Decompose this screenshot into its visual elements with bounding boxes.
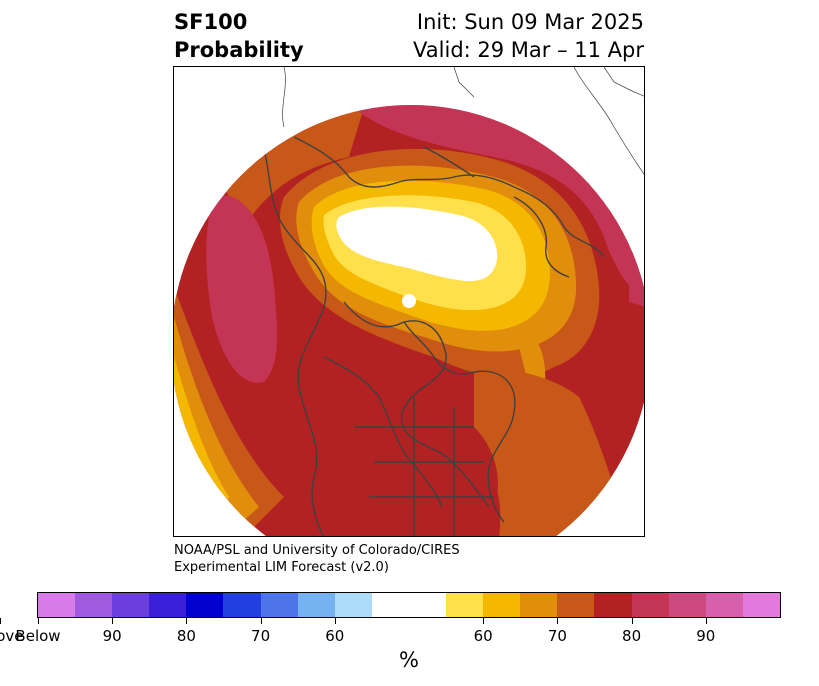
colorbar-tick-label: Above bbox=[0, 627, 24, 645]
init-date: Init: Sun 09 Mar 2025 bbox=[416, 10, 644, 34]
title-block-left: SF100 Probability bbox=[174, 8, 304, 64]
colorbar-segment bbox=[297, 593, 335, 617]
colorbar-segment bbox=[371, 593, 447, 617]
colorbar-tick bbox=[186, 618, 188, 624]
colorbar-segment bbox=[520, 593, 558, 617]
coastlines bbox=[253, 105, 640, 536]
colorbar-tick bbox=[631, 618, 633, 624]
colorbar-segment bbox=[483, 593, 521, 617]
colorbar-segment bbox=[631, 593, 669, 617]
colorbar-unit: % bbox=[399, 648, 419, 672]
colorbar-tick-label: 70 bbox=[251, 627, 271, 645]
colorbar-tick-label: 60 bbox=[473, 627, 493, 645]
field-center-below50 bbox=[336, 206, 498, 282]
colorbar-tick bbox=[483, 618, 485, 624]
colorbar-segment bbox=[186, 593, 224, 617]
colorbar-tick-label: 80 bbox=[622, 627, 642, 645]
probability-fields bbox=[174, 105, 644, 536]
colorbar-segment bbox=[668, 593, 706, 617]
colorbar-tick bbox=[0, 618, 1, 624]
credit-line-2: Experimental LIM Forecast (v2.0) bbox=[174, 560, 389, 575]
field-pole-dot bbox=[402, 294, 416, 308]
credit-block: NOAA/PSL and University of Colorado/CIRE… bbox=[174, 542, 460, 576]
colorbar-segment bbox=[742, 593, 780, 617]
field-title: Probability bbox=[174, 38, 304, 62]
colorbar-tick bbox=[705, 618, 707, 624]
colorbar-tick-label: 60 bbox=[325, 627, 345, 645]
colorbar-segment bbox=[38, 593, 76, 617]
colorbar-tick-label: 80 bbox=[176, 627, 196, 645]
colorbar-segment bbox=[594, 593, 632, 617]
colorbar-segment bbox=[112, 593, 150, 617]
colorbar-segment bbox=[223, 593, 261, 617]
colorbar-segment bbox=[149, 593, 187, 617]
colorbar-tick-label: 90 bbox=[102, 627, 122, 645]
colorbar-tick bbox=[260, 618, 262, 624]
colorbar-tick bbox=[112, 618, 114, 624]
colorbar-segment bbox=[446, 593, 484, 617]
colorbar-segment bbox=[75, 593, 113, 617]
map-frame bbox=[173, 66, 645, 537]
field-right-85 bbox=[629, 247, 644, 307]
field-left-85 bbox=[206, 195, 277, 383]
map-borders bbox=[282, 67, 644, 175]
field-southeast-80 bbox=[414, 447, 501, 536]
colorbar-segment bbox=[557, 593, 595, 617]
field-upper-70 bbox=[214, 107, 364, 227]
colorbar-tick bbox=[38, 618, 39, 624]
colorbar-segment bbox=[260, 593, 298, 617]
colorbar-tick-label: 70 bbox=[547, 627, 567, 645]
colorbar-tick-label: 90 bbox=[696, 627, 716, 645]
credit-line-1: NOAA/PSL and University of Colorado/CIRE… bbox=[174, 543, 460, 558]
variable-title: SF100 bbox=[174, 10, 248, 34]
colorbar bbox=[37, 592, 781, 618]
colorbar-segment bbox=[705, 593, 743, 617]
title-block-right: Init: Sun 09 Mar 2025 Valid: 29 Mar – 11… bbox=[413, 8, 644, 64]
valid-range: Valid: 29 Mar – 11 Apr bbox=[413, 38, 644, 62]
colorbar-tick-label: Below bbox=[15, 627, 61, 645]
colorbar-segment bbox=[334, 593, 372, 617]
probability-map bbox=[174, 67, 644, 536]
colorbar-tick bbox=[334, 618, 336, 624]
colorbar-tick bbox=[557, 618, 559, 624]
